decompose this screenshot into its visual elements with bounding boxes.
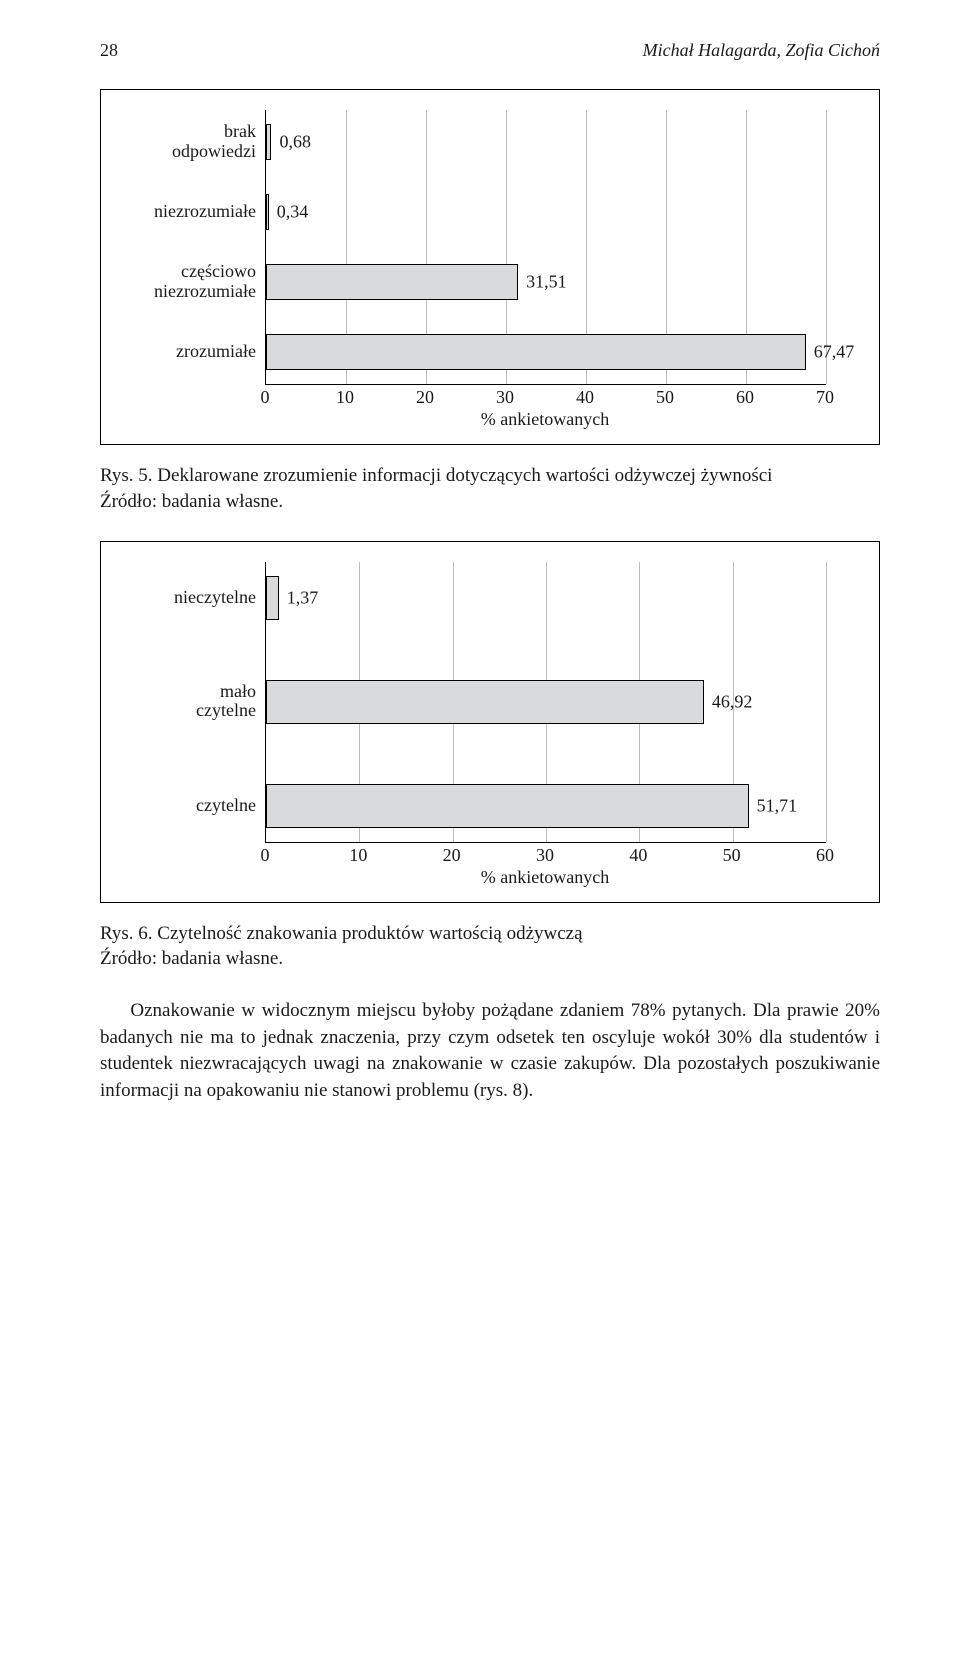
figure-6-source: Źródło: badania własne. — [100, 948, 880, 970]
x-tick-label: 50 — [723, 845, 741, 866]
bar-row: mało czytelne46,92 — [266, 680, 826, 724]
x-tick-label: 70 — [816, 387, 834, 408]
plot-area: brak odpowiedzi0,68 niezrozumiałe0,34 częś… — [265, 110, 826, 385]
bar-value-label: 46,92 — [712, 691, 753, 712]
chart-2: nieczytelne1,37mało czytelne46,92czyteln… — [125, 562, 825, 888]
x-tick-label: 10 — [336, 387, 354, 408]
figure-6-caption: Rys. 6. Czytelność znakowania produktów … — [100, 921, 880, 947]
x-tick-label: 40 — [576, 387, 594, 408]
category-label: nieczytelne — [174, 588, 266, 608]
chart-1-container: brak odpowiedzi0,68niezrozumiałe0,34częś… — [100, 89, 880, 445]
plot-area: nieczytelne1,37 mało czytelne46,92 czyteln… — [265, 562, 826, 843]
bar-row: brak odpowiedzi0,68 — [266, 124, 826, 160]
figure-5-source: Źródło: badania własne. — [100, 491, 880, 513]
bar-row: nieczytelne1,37 — [266, 576, 826, 620]
bar-value-label: 31,51 — [526, 272, 567, 293]
x-tick-label: 20 — [443, 845, 461, 866]
x-tick-label: 30 — [536, 845, 554, 866]
chart-2-container: nieczytelne1,37mało czytelne46,92czyteln… — [100, 541, 880, 903]
category-label: częściowo niezrozumiałe — [154, 262, 266, 302]
author-line: Michał Halagarda, Zofia Cichoń — [643, 40, 880, 61]
bar-value-label: 0,34 — [277, 202, 309, 223]
category-label: czytelne — [196, 796, 266, 816]
page-number: 28 — [100, 40, 118, 61]
figure-5-caption: Rys. 5. Deklarowane zrozumienie informac… — [100, 463, 880, 489]
bar — [266, 264, 518, 300]
chart-1: brak odpowiedzi0,68niezrozumiałe0,34częś… — [125, 110, 825, 430]
bar-value-label: 0,68 — [279, 132, 311, 153]
bar-row: niezrozumiałe0,34 — [266, 194, 826, 230]
x-tick-label: 50 — [656, 387, 674, 408]
x-tick-label: 60 — [736, 387, 754, 408]
x-tick-label: 0 — [261, 387, 270, 408]
bar-value-label: 51,71 — [757, 795, 798, 816]
x-axis: 010203040506070 — [265, 385, 825, 407]
bar — [266, 680, 704, 724]
x-tick-label: 60 — [816, 845, 834, 866]
category-label: niezrozumiałe — [154, 202, 266, 222]
bar-row: zrozumiałe67,47 — [266, 334, 826, 370]
x-axis: 0102030405060 — [265, 843, 825, 865]
bar-value-label: 67,47 — [814, 342, 855, 363]
category-label: brak odpowiedzi — [172, 122, 266, 162]
bar — [266, 124, 271, 160]
bar — [266, 784, 749, 828]
x-axis-title: % ankietowanych — [265, 867, 825, 888]
bar — [266, 576, 279, 620]
x-tick-label: 10 — [349, 845, 367, 866]
x-tick-label: 30 — [496, 387, 514, 408]
bar — [266, 334, 806, 370]
bar-value-label: 1,37 — [287, 587, 319, 608]
body-paragraph-text: Oznakowanie w widocznym miejscu byłoby p… — [100, 998, 880, 1104]
x-axis-title: % ankietowanych — [265, 409, 825, 430]
category-label: zrozumiałe — [176, 342, 266, 362]
grid-line — [826, 562, 827, 842]
bar-row: czytelne51,71 — [266, 784, 826, 828]
bar-row: częściowo niezrozumiałe31,51 — [266, 264, 826, 300]
category-label: mało czytelne — [196, 682, 266, 722]
x-tick-label: 0 — [261, 845, 270, 866]
x-tick-label: 20 — [416, 387, 434, 408]
bar — [266, 194, 269, 230]
x-tick-label: 40 — [629, 845, 647, 866]
body-paragraph: Oznakowanie w widocznym miejscu byłoby p… — [100, 998, 880, 1104]
